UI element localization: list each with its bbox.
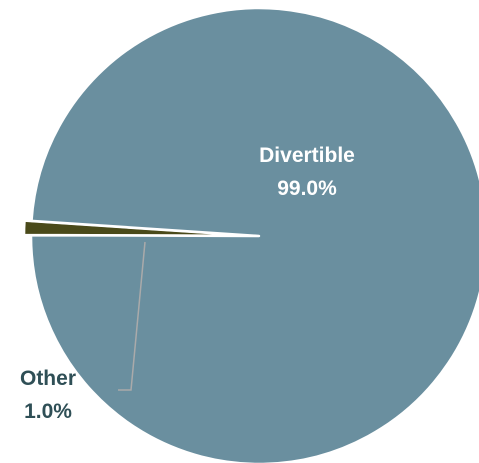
slice-label-other: Other <box>20 367 76 390</box>
slice-label-divertible: Divertible <box>259 144 355 167</box>
slice-value-divertible: 99.0% <box>277 177 337 200</box>
other-leader-line <box>118 241 146 391</box>
slice-value-other: 1.0% <box>24 400 72 423</box>
pie-slice-divertible <box>29 6 479 463</box>
pie-slices <box>22 6 479 463</box>
